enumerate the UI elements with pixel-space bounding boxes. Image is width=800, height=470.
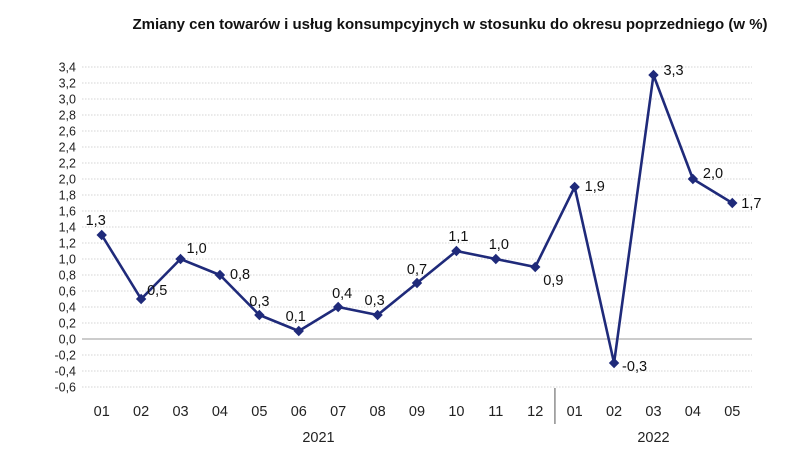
data-label: 0,3 xyxy=(365,293,385,309)
chart-title: Zmiany cen towarów i usług konsumpcyjnyc… xyxy=(132,16,768,33)
y-tick-label: 0,4 xyxy=(59,301,76,315)
data-point-marker xyxy=(608,357,620,369)
y-tick-label: 1,0 xyxy=(59,253,76,267)
data-label: 1,9 xyxy=(585,179,605,195)
data-label: 3,3 xyxy=(663,63,683,79)
y-tick-label: 1,2 xyxy=(59,237,76,251)
y-tick-label: -0,4 xyxy=(54,365,76,379)
data-label: 2,0 xyxy=(703,166,723,182)
y-tick-label: 2,4 xyxy=(59,141,76,155)
y-tick-label: -0,6 xyxy=(54,381,76,395)
x-tick-label: 06 xyxy=(291,404,307,420)
data-point-marker xyxy=(411,277,423,289)
data-point-marker xyxy=(254,309,265,321)
data-label: 1,1 xyxy=(448,229,468,245)
series-line xyxy=(100,74,733,364)
y-tick-label: 2,2 xyxy=(59,157,76,171)
data-point-marker xyxy=(727,197,738,209)
data-label: 0,5 xyxy=(147,283,167,299)
data-point-marker xyxy=(372,309,383,321)
x-tick-label: 12 xyxy=(527,404,543,420)
x-tick-label: 03 xyxy=(645,404,661,420)
data-label: 0,1 xyxy=(286,309,306,325)
data-label: 0,8 xyxy=(230,267,250,283)
x-tick-label: 02 xyxy=(133,404,149,420)
x-tick-label: 11 xyxy=(488,404,503,420)
y-tick-label: 3,2 xyxy=(59,77,76,91)
x-tick-label: 04 xyxy=(685,404,701,420)
x-tick-label: 09 xyxy=(409,404,425,420)
data-point-marker xyxy=(687,173,699,185)
data-point-marker xyxy=(332,301,344,313)
y-tick-label: 1,6 xyxy=(59,205,76,219)
data-point-marker xyxy=(530,261,541,273)
data-point-marker xyxy=(648,69,659,81)
y-tick-label: 0,0 xyxy=(59,333,76,347)
data-point-marker xyxy=(451,245,462,257)
x-tick-label: 01 xyxy=(94,404,110,420)
y-tick-label: 3,4 xyxy=(59,61,76,75)
x-tick-label: 07 xyxy=(330,404,346,420)
x-tick-label: 05 xyxy=(724,404,740,420)
x-tick-label: 04 xyxy=(212,404,228,420)
y-tick-label: 2,8 xyxy=(59,109,76,123)
x-tick-label: 01 xyxy=(567,404,583,420)
year-label: 2022 xyxy=(637,430,669,446)
y-tick-label: 2,6 xyxy=(59,125,76,139)
data-label: 0,4 xyxy=(332,286,352,302)
y-tick-label: 0,8 xyxy=(59,269,76,283)
data-point-marker xyxy=(293,325,304,337)
data-label: 0,7 xyxy=(407,262,427,278)
data-label: 1,0 xyxy=(187,241,207,257)
data-point-marker xyxy=(175,253,186,265)
y-tick-label: -0,2 xyxy=(54,349,76,363)
data-label: 1,7 xyxy=(741,196,761,212)
data-label: 0,9 xyxy=(543,273,563,289)
data-label: 0,3 xyxy=(249,294,269,310)
y-tick-label: 3,0 xyxy=(59,93,76,107)
data-label: -0,3 xyxy=(622,359,647,375)
y-tick-label: 1,4 xyxy=(59,221,76,235)
data-label: 1,0 xyxy=(489,237,509,253)
year-label: 2021 xyxy=(302,430,334,446)
data-point-marker xyxy=(569,181,580,193)
x-tick-label: 05 xyxy=(251,404,267,420)
x-tick-label: 02 xyxy=(606,404,622,420)
y-tick-label: 1,8 xyxy=(59,189,76,203)
data-point-marker xyxy=(214,269,226,281)
data-label: 1,3 xyxy=(86,213,106,229)
x-tick-label: 08 xyxy=(370,404,386,420)
data-point-marker xyxy=(135,293,147,305)
data-point-marker xyxy=(490,253,502,265)
y-tick-label: 0,6 xyxy=(59,285,76,299)
data-point-marker xyxy=(96,229,107,241)
y-tick-label: 0,2 xyxy=(59,317,76,331)
x-tick-label: 10 xyxy=(448,404,464,420)
x-tick-label: 03 xyxy=(172,404,188,420)
y-tick-label: 2,0 xyxy=(59,173,76,187)
